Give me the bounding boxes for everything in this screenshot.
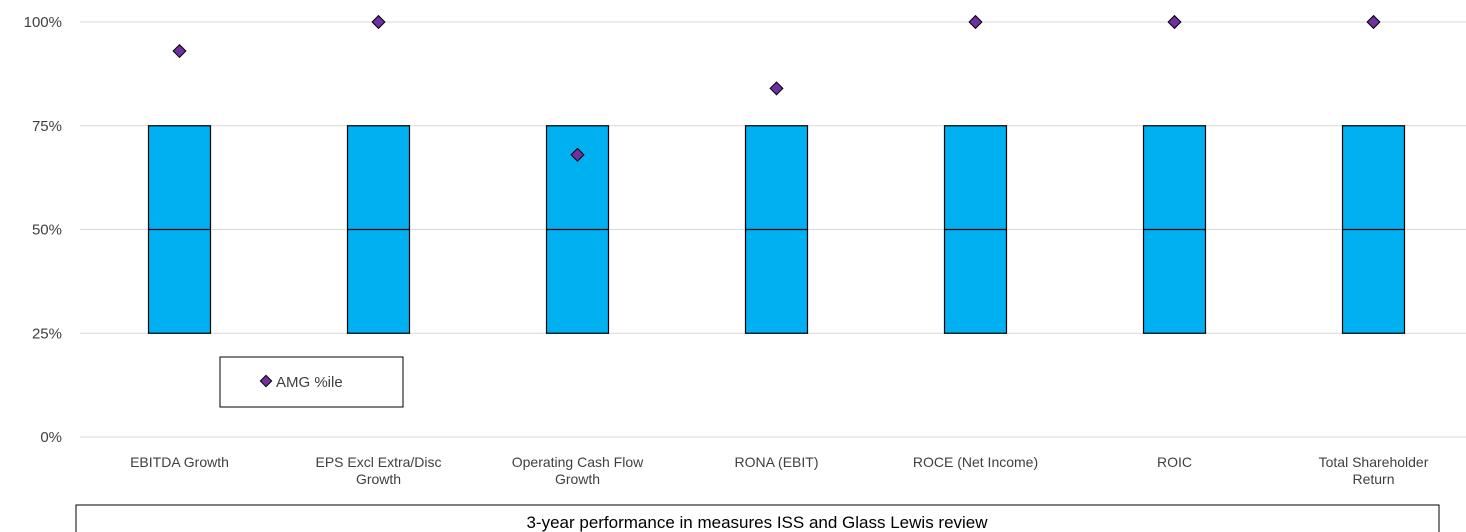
y-tick-label: 100% <box>24 14 62 31</box>
x-tick-label: Operating Cash Flow <box>512 454 644 470</box>
marker-point <box>172 43 187 59</box>
y-tick-label: 50% <box>32 222 62 239</box>
x-tick-label: Growth <box>356 471 401 487</box>
legend-label: AMG %ile <box>276 374 343 391</box>
x-tick-label: Return <box>1352 471 1394 487</box>
x-tick-label: Growth <box>555 471 600 487</box>
footer-box <box>75 504 1440 532</box>
footer-text: 3-year performance in measures ISS and G… <box>526 513 988 532</box>
box-series <box>147 125 1406 334</box>
marker-point <box>968 14 983 30</box>
x-tick-label: EPS Excl Extra/Disc <box>315 454 441 470</box>
x-tick-label: EBITDA Growth <box>130 454 229 470</box>
legend-marker <box>259 374 273 388</box>
x-tick-label: Total Shareholder <box>1319 454 1429 470</box>
y-axis: 0% 25% 50% 75% 100% <box>24 14 62 446</box>
marker-point <box>371 14 386 30</box>
x-axis: EBITDA Growth EPS Excl Extra/DiscGrowthOp… <box>130 454 1429 487</box>
marker-series <box>172 14 1381 162</box>
y-tick-label: 75% <box>32 118 62 135</box>
x-tick-label: ROCE (Net Income) <box>913 454 1038 470</box>
marker-point <box>769 81 784 96</box>
x-tick-label: ROIC <box>1157 454 1192 470</box>
legend-box <box>219 356 404 408</box>
legend: AMG %ile <box>219 356 404 408</box>
marker-point <box>570 147 585 162</box>
x-tick-label: RONA (EBIT) <box>734 454 818 470</box>
marker-point <box>1167 14 1182 30</box>
y-tick-label: 25% <box>32 325 62 342</box>
marker-point <box>1366 14 1381 30</box>
footer: 3-year performance in measures ISS and G… <box>75 504 1440 532</box>
y-tick-label: 0% <box>40 429 62 446</box>
